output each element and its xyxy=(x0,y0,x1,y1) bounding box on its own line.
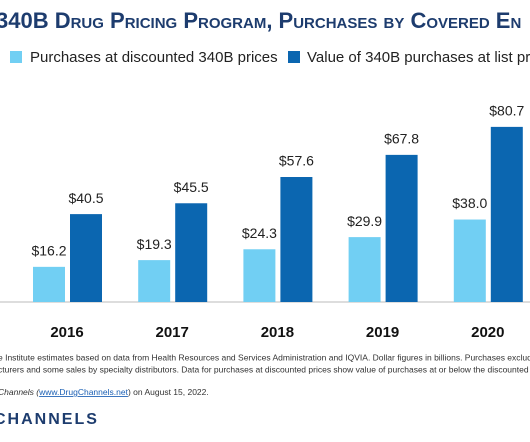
value-label: $40.5 xyxy=(68,190,103,206)
source-suffix: ) on August 15, 2022. xyxy=(128,387,209,397)
source-prefix: Channels ( xyxy=(0,387,40,397)
x-tick-label: 2018 xyxy=(261,324,294,341)
bar xyxy=(490,126,523,302)
value-label: $67.8 xyxy=(384,131,419,147)
bar xyxy=(280,177,313,302)
source: Channels (www.DrugChannels.net) on Augus… xyxy=(0,387,209,397)
bar xyxy=(243,249,276,302)
x-tick-label: 2019 xyxy=(366,324,399,341)
legend-label: Purchases at discounted 340B prices xyxy=(30,49,278,66)
footnote: cturers and some sales by specialty dist… xyxy=(0,364,530,374)
bar xyxy=(33,266,65,302)
chart-title: 340B Drug Pricing Program, Purchases by … xyxy=(0,8,521,33)
logo: CHANNELS xyxy=(0,411,99,428)
footnote: e Institute estimates based on data from… xyxy=(0,352,530,362)
x-tick-label: 2016 xyxy=(50,324,83,341)
legend-swatch xyxy=(10,51,22,63)
value-label: $29.9 xyxy=(347,213,382,229)
bar xyxy=(175,203,208,302)
bar xyxy=(138,260,171,302)
value-label: $45.5 xyxy=(174,179,209,195)
value-label: $16.2 xyxy=(31,243,66,259)
x-tick-label: 2017 xyxy=(156,324,189,341)
value-label: $38.0 xyxy=(452,195,487,211)
bar xyxy=(70,214,102,302)
value-label: $19.3 xyxy=(137,236,172,252)
x-tick-label: 2020 xyxy=(471,324,504,341)
bar xyxy=(385,154,418,302)
legend-swatch xyxy=(288,51,300,63)
value-label: $57.6 xyxy=(279,153,314,169)
source-link[interactable]: www.DrugChannels.net xyxy=(38,387,128,397)
bar xyxy=(453,219,486,302)
bar xyxy=(348,237,381,302)
legend-label: Value of 340B purchases at list price xyxy=(307,49,530,66)
value-label: $24.3 xyxy=(242,225,277,241)
value-label: $80.7 xyxy=(489,103,524,119)
